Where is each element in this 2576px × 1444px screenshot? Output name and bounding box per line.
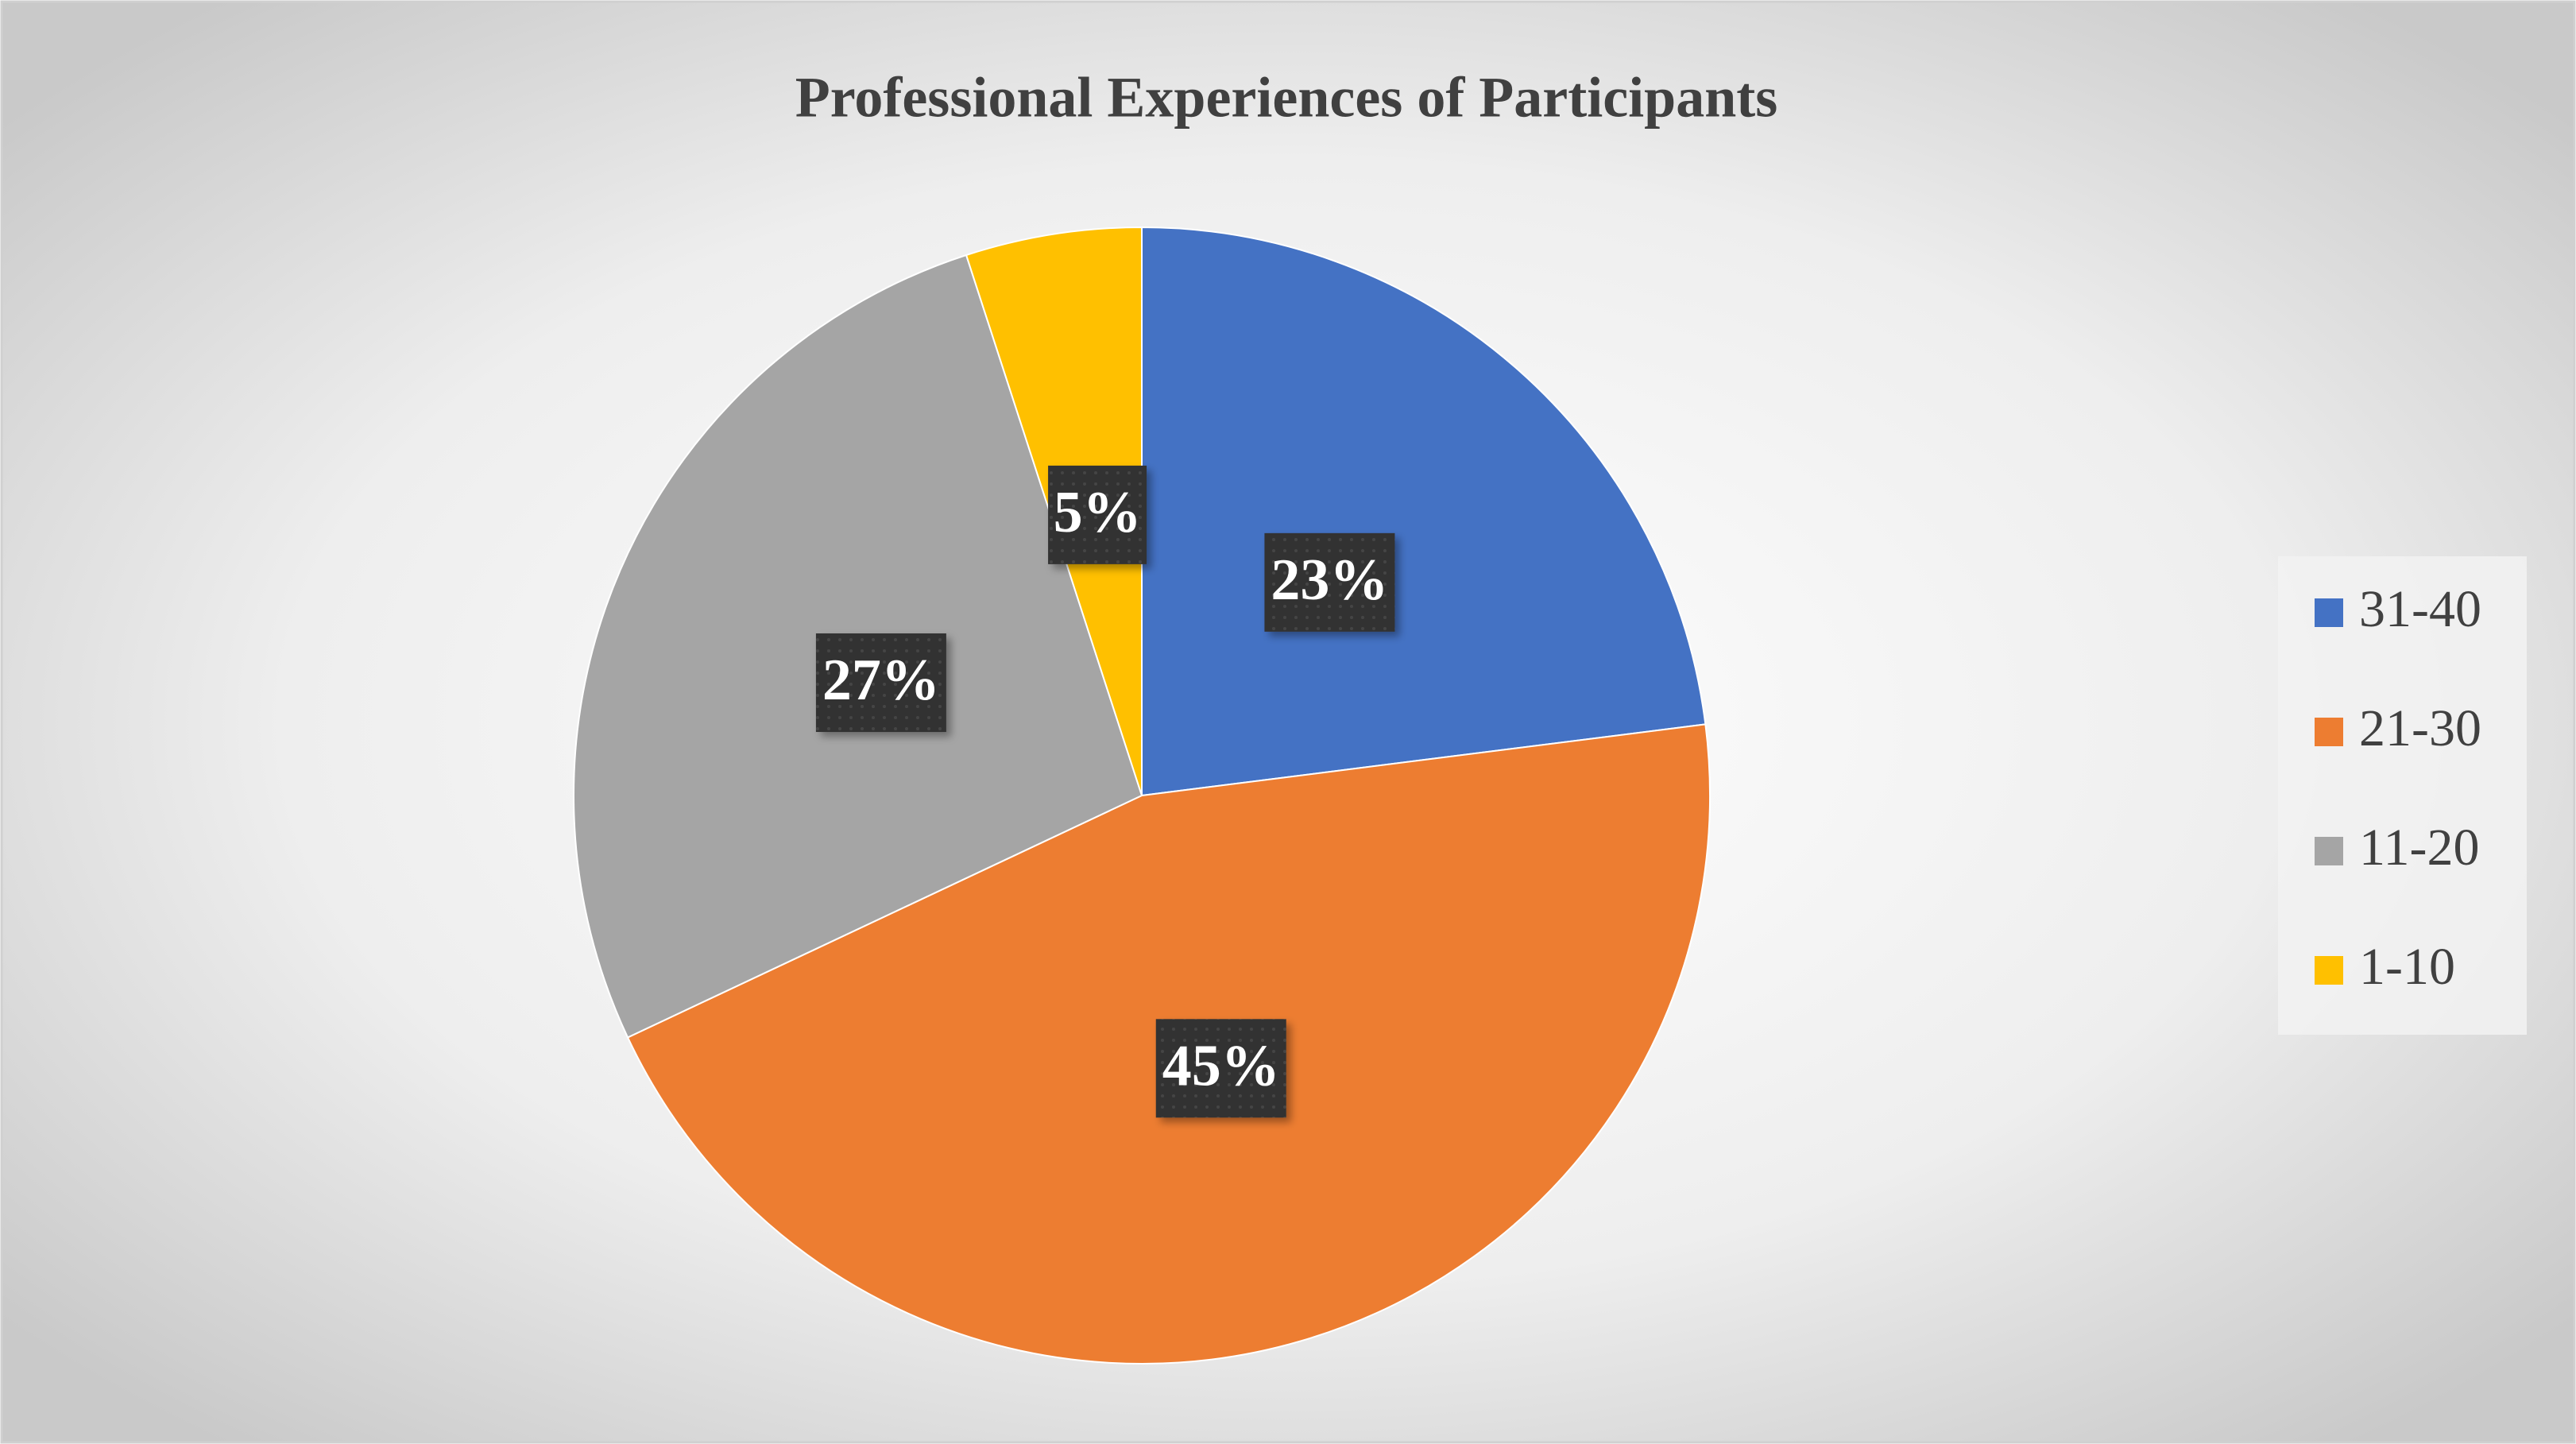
data-label: 23% (1271, 548, 1388, 613)
legend-box (2278, 556, 2527, 1035)
legend-swatch (2315, 837, 2343, 865)
data-label-box (1264, 532, 1395, 632)
legend-label: 21-30 (2359, 699, 2481, 757)
legend-label: 31-40 (2359, 580, 2481, 638)
legend-label: 11-20 (2359, 819, 2480, 877)
data-label-box (815, 633, 946, 733)
legend-swatch (2315, 598, 2343, 627)
data-label-box (1155, 1019, 1286, 1118)
legend-label: 1-10 (2359, 938, 2455, 996)
data-label: 5% (1054, 480, 1142, 545)
legend-swatch (2315, 956, 2343, 985)
legend-swatch (2315, 718, 2343, 746)
pie-slice (1141, 226, 1707, 797)
data-label-box (1048, 465, 1147, 564)
data-label: 27% (822, 648, 940, 713)
data-label: 45% (1162, 1033, 1280, 1098)
chart-title: Professional Experiences of Participants (795, 66, 1778, 130)
